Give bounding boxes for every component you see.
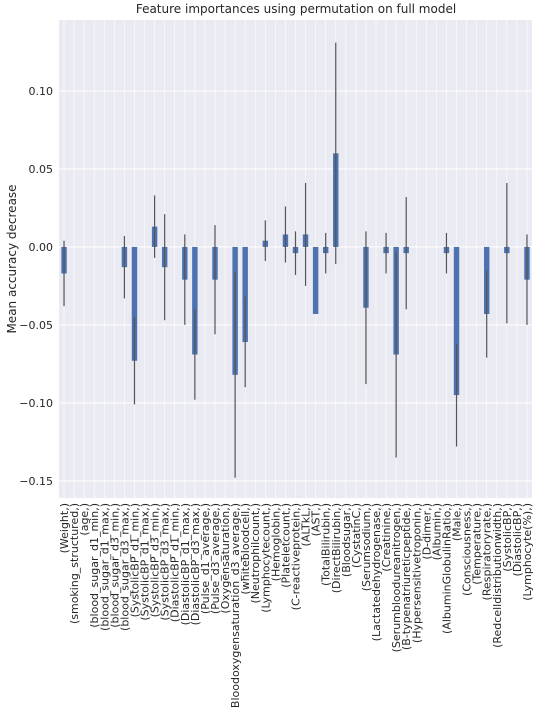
- x-tick-label: (Hemoglobin,): [269, 503, 282, 581]
- y-tick-label: 0.05: [29, 163, 54, 176]
- y-tick-label: −0.05: [19, 319, 53, 332]
- x-tick-label: (B-typenatriureticpeptide,): [400, 503, 413, 650]
- x-tick-label: (Hypersensitivetroponin,): [410, 503, 423, 643]
- x-tick-label: (Respiratoryrate,): [481, 503, 494, 600]
- x-tick-label: (Consciousness,): [461, 503, 474, 596]
- x-tick-label: (DiastolicBP_d1_max,): [179, 503, 192, 625]
- x-tick-label: (SystolicBP_d1_min,): [128, 503, 141, 617]
- x-tick-label: (ALTkL,): [300, 503, 313, 546]
- bar: [131, 246, 138, 361]
- x-tick-label: (SystolicBP_d3_max,): [159, 503, 172, 621]
- x-tick-label: (DiastolicBP_d1_min,): [169, 503, 182, 622]
- x-tick-label: (Serumsodium,): [360, 503, 373, 591]
- x-tick-label: (Temperature,): [471, 503, 484, 585]
- y-tick-label: −0.15: [19, 475, 53, 488]
- x-tick-label: (age,): [78, 503, 91, 536]
- x-tick-label: (blood_sugar_d3_min,): [108, 503, 121, 628]
- bar: [242, 246, 248, 343]
- x-tick-label: (AlbuminGlobulinRatio,): [440, 503, 453, 634]
- x-tick-label: (SystolicBP,): [501, 503, 514, 572]
- x-tick-label: (Bloodoxygensaturation_d3_average,): [229, 503, 242, 709]
- x-tick-label: (blood_sugar_d1_min,): [88, 503, 101, 628]
- bar: [312, 246, 319, 314]
- x-tick-label: (Male,): [451, 503, 464, 541]
- y-tick-label: 0.00: [29, 241, 54, 254]
- x-tick-label: (Pulse_d1_average,): [199, 503, 212, 614]
- x-tick-label: (Plateletcount,): [279, 503, 292, 588]
- x-tick-label: (Serumbloodureanitrogen,): [390, 503, 403, 652]
- x-tick-label: (Oxygensaturation,): [219, 503, 232, 614]
- x-tick-label: (Redcelldistributionwidth,): [491, 503, 504, 648]
- x-tick-label: (DirectBilirubin,): [330, 503, 343, 593]
- x-tick-label: (whitebloodcell,): [239, 503, 252, 595]
- x-tick-label: (Albumin,): [430, 503, 443, 560]
- x-tick-label: (CystatinC,): [350, 503, 363, 568]
- x-tick-label: (SystolicBP_d3_min,): [149, 503, 162, 617]
- x-tick-label: (Pulse_d3_average,): [209, 503, 222, 614]
- x-tick-label: (Weight,): [58, 503, 71, 553]
- y-tick-label: −0.10: [19, 397, 53, 410]
- x-tick-label: (TotalBilirubin,): [320, 503, 333, 586]
- x-tick-label: (DiastolicBP,): [511, 503, 524, 576]
- x-tick-label: (DiastolicBP_d3_max,): [189, 503, 202, 625]
- x-tick-label: (AST,): [310, 503, 323, 536]
- x-tick-label: (Bloodsugar,): [340, 503, 353, 577]
- x-tick-label: (smoking_structured,): [68, 503, 81, 624]
- x-tick-label: (blood_sugar_d3_max,): [118, 503, 131, 631]
- x-tick-label: (SystolicBP_d1_max,): [139, 503, 152, 621]
- x-tick-label: (Neutrophilcount,): [249, 503, 262, 603]
- bar: [453, 246, 460, 396]
- x-tick-label: (Lymphocyte(%),): [521, 503, 534, 601]
- x-tick-label: (blood_sugar_d1_max,): [98, 503, 111, 631]
- y-axis-label: Mean accuracy decrease: [5, 184, 19, 333]
- x-tick-label: (Lymphocytecount,): [259, 503, 272, 613]
- x-tick-label: (C-reactiveprotein,): [290, 503, 303, 610]
- chart-title: Feature importances using permutation on…: [136, 2, 456, 16]
- bar: [192, 246, 198, 355]
- x-tick-label: (Creatinine,): [380, 503, 393, 572]
- x-tick-label: (D-dimer,): [420, 503, 433, 560]
- x-tick-label: (Lactatedehydrogenase,): [370, 503, 383, 641]
- y-tick-label: 0.10: [29, 85, 54, 98]
